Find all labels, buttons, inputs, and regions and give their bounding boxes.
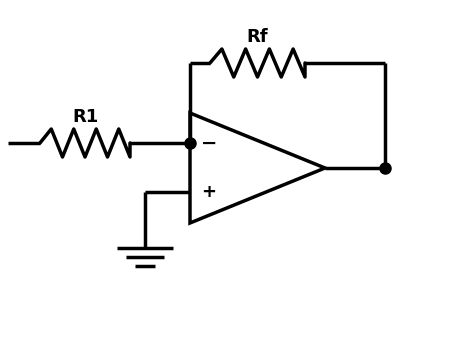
Text: −: − bbox=[201, 134, 217, 153]
Text: +: + bbox=[201, 183, 217, 201]
Text: R1: R1 bbox=[72, 108, 98, 126]
Text: Rf: Rf bbox=[247, 28, 269, 46]
